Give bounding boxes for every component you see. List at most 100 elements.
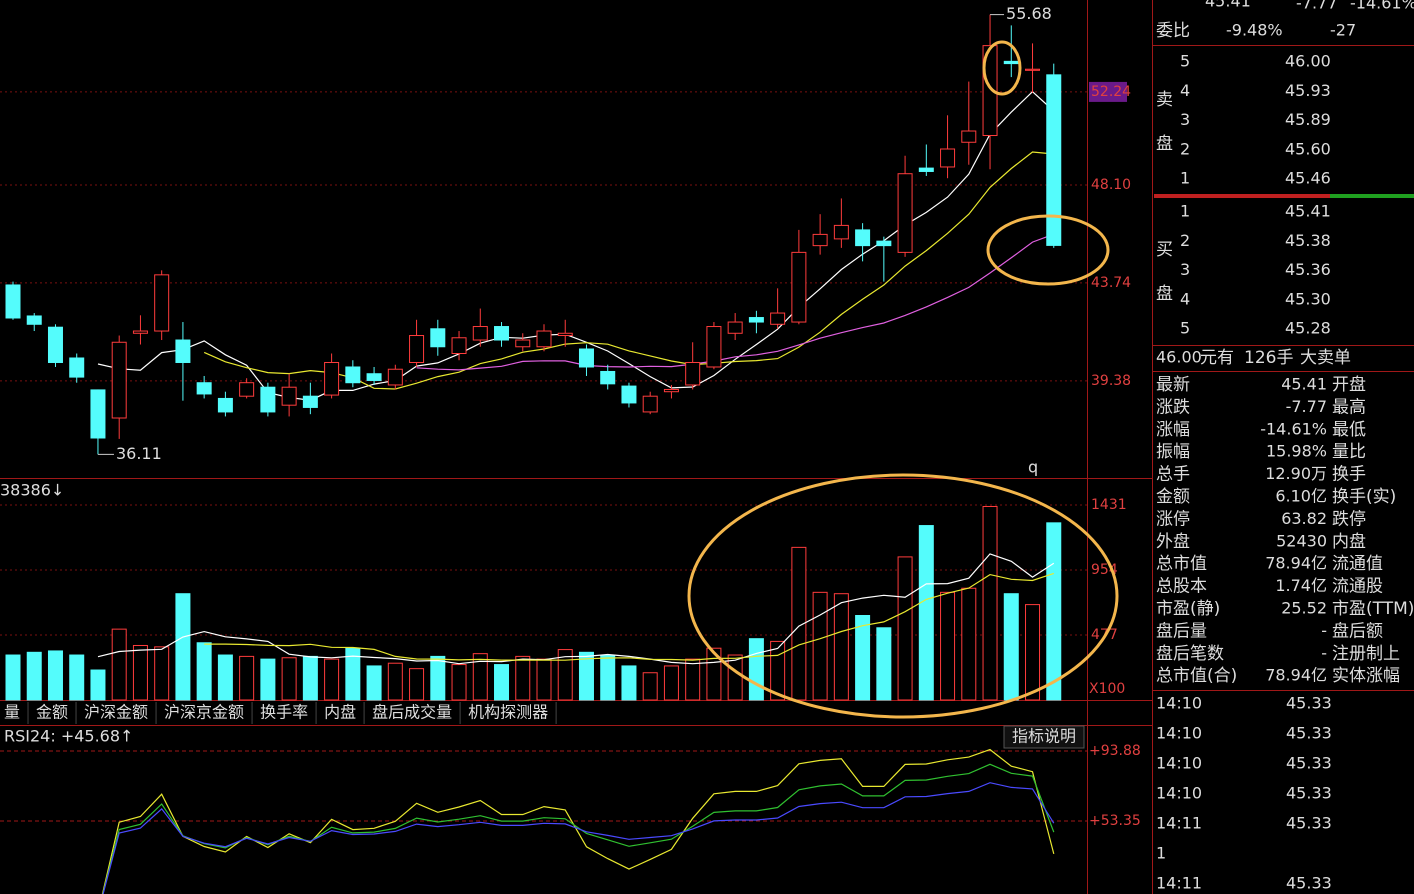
book-level: 5	[1180, 319, 1190, 338]
candle-body	[239, 382, 255, 397]
volume-bar	[940, 591, 956, 701]
quote-label: 盘后笔数	[1156, 644, 1224, 664]
tab[interactable]: 盘后成交量	[372, 703, 452, 722]
quote-label: 内盘	[1332, 532, 1366, 552]
candle-body	[26, 315, 42, 325]
volume-unit: X100	[1089, 681, 1125, 697]
candle-body	[196, 382, 212, 395]
tab[interactable]: 换手率	[260, 703, 308, 722]
quote-label: 涨停	[1156, 509, 1190, 529]
candle-body	[217, 397, 233, 413]
candle-body	[833, 224, 849, 240]
volume-bar	[982, 505, 998, 701]
candle-body	[727, 321, 743, 334]
volume-bar	[727, 654, 743, 701]
quote-label: 市盈(静)	[1156, 599, 1220, 619]
trade-price: 45.33	[1286, 784, 1332, 803]
high-label: 55.68	[1006, 4, 1052, 23]
volume-bar	[812, 591, 828, 701]
candle-body	[791, 251, 807, 323]
low-label: 36.11	[116, 444, 162, 463]
quote-label: 涨跌	[1156, 397, 1190, 417]
volume-bar	[239, 655, 255, 701]
quote-value: 78.94亿	[1265, 554, 1327, 573]
tab[interactable]: 金额	[36, 703, 68, 722]
sell-side-label: 卖	[1156, 90, 1173, 110]
price-tick-label: 39.38	[1091, 373, 1131, 389]
volume-bar	[472, 653, 488, 701]
candle-body	[1046, 74, 1062, 246]
volume-bar	[175, 593, 191, 701]
volume-bar	[111, 628, 127, 701]
big-order-qty: 126手	[1244, 348, 1293, 368]
volume-bar	[578, 651, 594, 701]
trade-price: 45.33	[1286, 724, 1332, 743]
candle-body	[90, 389, 106, 439]
rsi-line	[101, 748, 1055, 894]
volume-bar	[833, 593, 849, 701]
candle-body	[642, 395, 658, 413]
quote-value: 1.74亿	[1275, 576, 1327, 595]
candle-body	[961, 130, 977, 143]
volume-bar	[557, 649, 573, 701]
volume-bar	[1025, 604, 1041, 701]
candle-body	[855, 229, 871, 247]
book-price: 45.93	[1285, 81, 1331, 100]
candle-body	[111, 341, 127, 419]
candle-body	[706, 326, 722, 368]
quote-label: 总市值(合)	[1156, 666, 1237, 686]
quote-label: 开盘	[1332, 375, 1366, 395]
trade-price: 45.33	[1286, 814, 1332, 833]
book-price: 45.60	[1285, 139, 1331, 158]
price-tick-label: 43.74	[1091, 275, 1131, 291]
volume-bar	[90, 669, 106, 701]
quote-value: 15.98%	[1266, 442, 1327, 461]
quote-value: 52430	[1276, 531, 1327, 550]
candle-body	[770, 312, 786, 325]
volume-bar	[1003, 593, 1019, 701]
book-level: 2	[1180, 139, 1190, 158]
tab[interactable]: 内盘	[324, 703, 356, 722]
quote-value: 25.52	[1281, 599, 1327, 618]
volume-bar	[536, 658, 552, 701]
quote-label: 量比	[1332, 442, 1366, 462]
volume-bar	[69, 654, 85, 701]
volume-bar	[281, 657, 297, 701]
price-tag	[1089, 81, 1127, 102]
quote-label: 涨幅	[1156, 420, 1190, 440]
trade-time: 14:10	[1156, 694, 1202, 713]
volume-bar	[961, 587, 977, 701]
last-pct: -14.61%	[1350, 0, 1414, 13]
volume-bar	[663, 665, 679, 701]
quote-value: -7.77	[1286, 397, 1327, 416]
candle-body	[472, 326, 488, 341]
tab[interactable]: 沪深京金额	[164, 703, 244, 722]
trade-time: 14:10	[1156, 724, 1202, 743]
book-level: 3	[1180, 110, 1190, 129]
buy-side-label: 买	[1156, 240, 1173, 260]
volume-ma	[97, 553, 1055, 665]
tab[interactable]: 量	[4, 703, 20, 722]
indicator-button[interactable]	[1003, 725, 1085, 749]
candle-body	[494, 326, 510, 341]
quote-label: 金额	[1156, 487, 1190, 507]
tab[interactable]: 沪深金额	[84, 703, 148, 722]
volume-bar	[1046, 522, 1062, 701]
quote-label: 盘后量	[1156, 621, 1207, 641]
volume-bar	[196, 642, 212, 701]
volume-ma	[204, 572, 1054, 661]
candle-body	[451, 337, 467, 354]
book-price: 46.00	[1285, 52, 1331, 71]
rsi-button[interactable]: 指标说明	[1012, 727, 1076, 746]
sell-side-label: 盘	[1156, 134, 1173, 154]
candle-body	[69, 357, 85, 378]
candle-body	[430, 328, 446, 348]
volume-bar	[260, 658, 276, 701]
quote-label: 换手	[1332, 465, 1366, 485]
trade-time: 1	[1156, 844, 1166, 863]
volume-tick-label: 1431	[1091, 497, 1127, 513]
candle-body	[536, 330, 552, 348]
big-order-text: 元有	[1200, 348, 1234, 368]
ratio: -9.48%	[1226, 21, 1283, 40]
tab[interactable]: 机构探测器	[468, 703, 548, 722]
